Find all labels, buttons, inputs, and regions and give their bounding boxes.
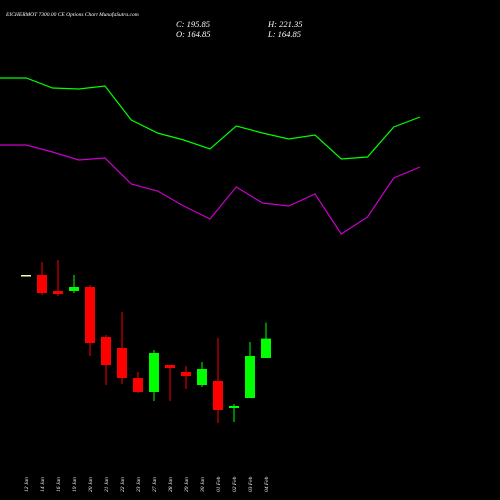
x-tick-label: 16 Jan [56,477,62,492]
x-tick-label: 22 Jan [120,477,126,492]
x-tick-label: 27 Jan [152,477,158,492]
x-tick-label: 04 Feb [263,476,270,492]
low-info: L: 164.85 [267,29,301,39]
candle-body [37,275,47,293]
x-tick-label: 03 Feb [248,476,254,492]
x-tick-label: 23 Jan [136,477,142,492]
x-tick-label: 19 Jan [72,477,78,492]
indicator-line [0,144,421,235]
candle-body [149,353,159,392]
indicator-line [0,77,421,160]
x-tick-label: 02 Feb [232,476,238,492]
open-info: O: 164.85 [176,29,210,39]
candle-body [245,356,255,398]
candle-body [21,275,31,277]
x-tick-label: 14 Jan [39,477,46,492]
candle-body [197,369,207,385]
candle-body [261,338,271,358]
candle-body [133,378,143,392]
high-info: H: 221.35 [267,19,302,29]
x-tick-label: 30 Jan [200,477,206,493]
candle-body [101,337,111,365]
candle-body [165,365,175,368]
x-tick-label: 01 Feb [216,476,222,492]
candle-body [213,381,223,410]
close-info: C: 195.85 [176,19,210,29]
x-tick-label: 29 Jan [184,477,190,492]
chart-title: EICHERMOT 7300.00 CE Options Chart Munaf… [5,11,139,18]
candle-body [53,291,63,294]
candle-body [229,406,239,408]
candle-body [85,287,95,343]
candle-body [181,372,191,376]
candle-body [117,348,127,378]
x-tick-label: 12 Jan [24,477,30,492]
candle-body [69,287,79,291]
x-tick-label: 20 Jan [88,477,94,492]
x-tick-label: 21 Jan [104,477,110,492]
x-tick-label: 28 Jan [168,477,174,492]
